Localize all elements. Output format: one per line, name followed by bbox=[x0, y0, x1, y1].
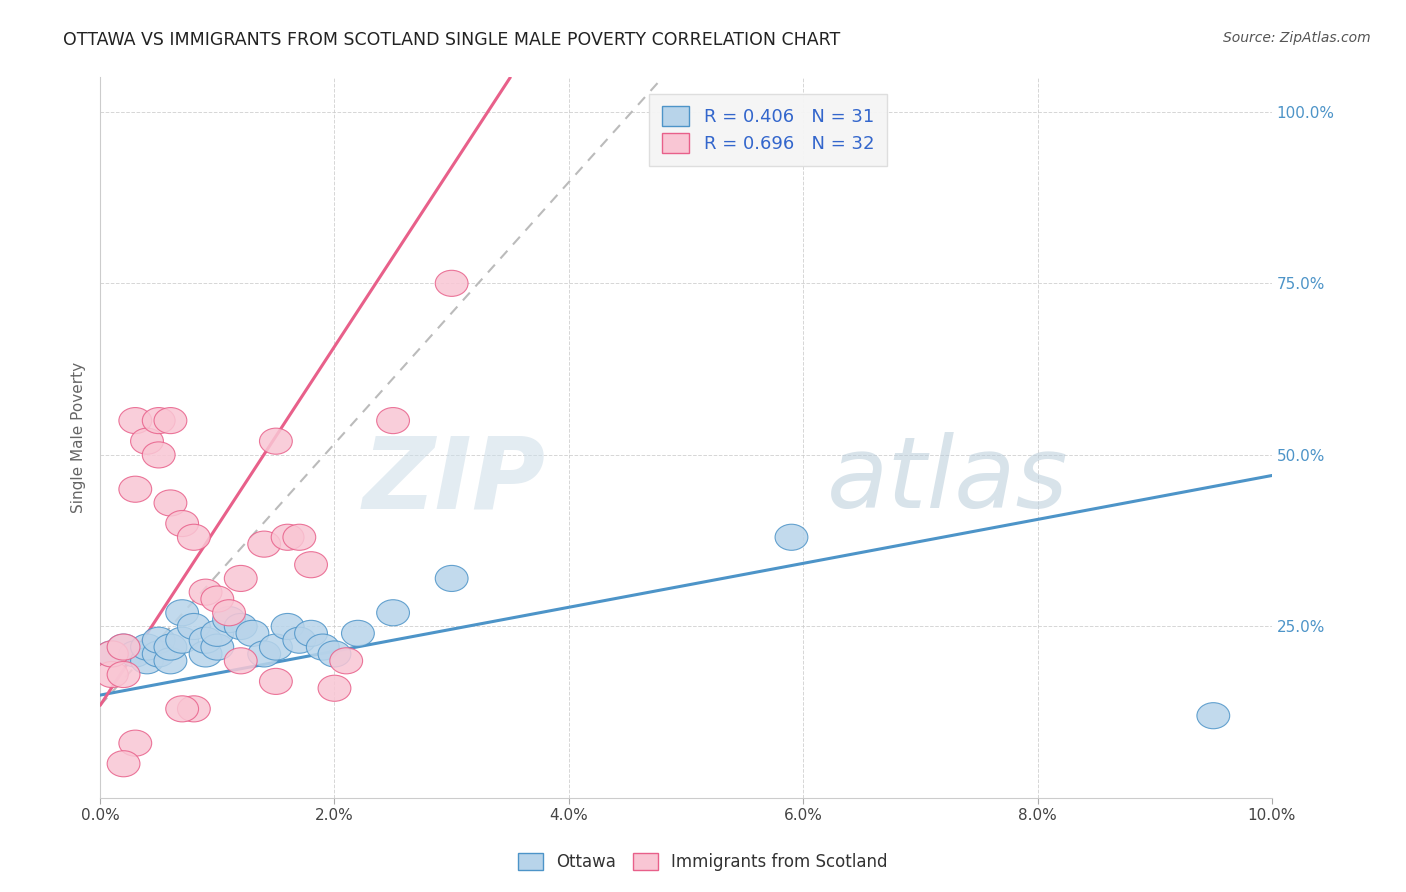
Legend: Ottawa, Immigrants from Scotland: Ottawa, Immigrants from Scotland bbox=[510, 845, 896, 880]
Text: Source: ZipAtlas.com: Source: ZipAtlas.com bbox=[1223, 31, 1371, 45]
Text: atlas: atlas bbox=[827, 433, 1069, 530]
Y-axis label: Single Male Poverty: Single Male Poverty bbox=[72, 362, 86, 513]
Text: ZIP: ZIP bbox=[363, 433, 546, 530]
Legend: R = 0.406   N = 31, R = 0.696   N = 32: R = 0.406 N = 31, R = 0.696 N = 32 bbox=[650, 94, 887, 166]
Text: OTTAWA VS IMMIGRANTS FROM SCOTLAND SINGLE MALE POVERTY CORRELATION CHART: OTTAWA VS IMMIGRANTS FROM SCOTLAND SINGL… bbox=[63, 31, 841, 49]
